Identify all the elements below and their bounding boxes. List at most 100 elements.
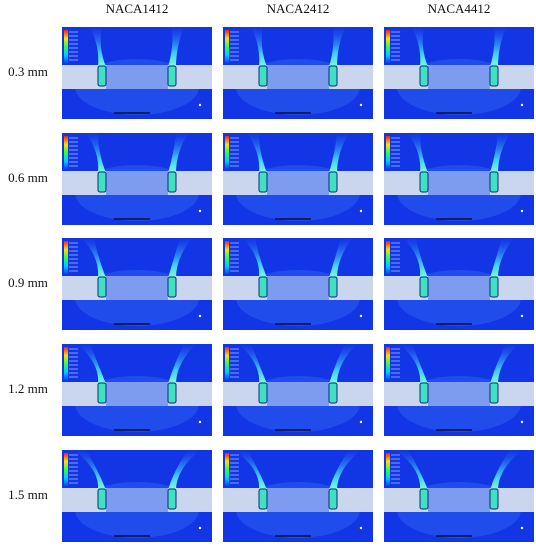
color-bar — [225, 241, 229, 275]
axis-marker — [198, 420, 202, 424]
jet — [408, 133, 428, 173]
jet — [78, 344, 106, 384]
contour-image — [384, 238, 534, 330]
contour-image — [223, 238, 373, 330]
axis-marker — [520, 209, 524, 213]
inner — [428, 276, 490, 300]
color-bar — [225, 453, 229, 487]
jet — [247, 133, 267, 173]
color-bar — [386, 241, 390, 275]
jet — [82, 238, 106, 278]
inner — [106, 276, 168, 300]
row-label: 0.6 mm — [8, 170, 48, 185]
inner — [106, 171, 168, 195]
jet — [329, 344, 357, 384]
axis-marker — [359, 209, 363, 213]
jet — [400, 344, 428, 384]
nozzle — [419, 171, 429, 193]
nozzle — [258, 488, 268, 510]
axis-marker — [520, 103, 524, 107]
jet — [329, 238, 353, 278]
nozzle — [489, 488, 499, 510]
contour-image — [223, 450, 373, 542]
jet — [490, 133, 510, 173]
color-bar — [386, 136, 390, 170]
row-label: 1.5 mm — [8, 487, 48, 502]
jet — [404, 238, 428, 278]
contour-image — [384, 344, 534, 436]
nozzle — [97, 382, 107, 404]
contour-image — [384, 133, 534, 225]
axis-marker — [359, 420, 363, 424]
axis-marker — [359, 103, 363, 107]
nozzle — [419, 488, 429, 510]
color-bar — [386, 347, 390, 381]
column-header: NACA2412 — [266, 1, 330, 16]
nozzle — [419, 382, 429, 404]
jet — [86, 133, 106, 173]
axis-marker — [359, 526, 363, 530]
axis-marker — [198, 314, 202, 318]
jet — [490, 344, 518, 384]
jet — [490, 27, 506, 67]
color-bar — [225, 136, 229, 170]
nozzle — [167, 382, 177, 404]
color-bar — [386, 453, 390, 487]
nozzle — [419, 276, 429, 298]
jet — [329, 450, 361, 490]
contour-image — [384, 450, 534, 542]
jet — [243, 238, 267, 278]
nozzle — [328, 276, 338, 298]
contour-image — [223, 133, 373, 225]
contour-image — [62, 133, 212, 225]
inner — [428, 65, 490, 89]
nozzle — [328, 488, 338, 510]
jet — [490, 238, 514, 278]
nozzle — [489, 171, 499, 193]
jet — [168, 450, 200, 490]
contour-image — [62, 344, 212, 436]
inner — [428, 171, 490, 195]
column-header: NACA4412 — [427, 1, 491, 16]
color-bar — [64, 30, 68, 64]
nozzle — [489, 382, 499, 404]
inner — [428, 488, 490, 512]
inner — [106, 488, 168, 512]
jet — [74, 450, 106, 490]
nozzle — [97, 488, 107, 510]
jet — [168, 238, 192, 278]
row-label: 0.3 mm — [8, 64, 48, 79]
inner — [267, 382, 329, 406]
inner — [267, 171, 329, 195]
jet — [168, 133, 188, 173]
color-bar — [225, 347, 229, 381]
jet — [168, 27, 184, 67]
contour-image — [62, 27, 212, 119]
contour-image — [223, 27, 373, 119]
nozzle — [419, 65, 429, 87]
nozzle — [167, 65, 177, 87]
axis-marker — [198, 103, 202, 107]
jet — [168, 344, 196, 384]
jet — [329, 133, 349, 173]
jet — [329, 27, 345, 67]
nozzle — [489, 65, 499, 87]
jet — [490, 450, 522, 490]
axis-marker — [198, 526, 202, 530]
jet — [235, 450, 267, 490]
nozzle — [167, 276, 177, 298]
axis-marker — [520, 526, 524, 530]
nozzle — [258, 382, 268, 404]
row-label: 0.9 mm — [8, 275, 48, 290]
inner — [428, 382, 490, 406]
nozzle — [258, 65, 268, 87]
contour-image — [223, 344, 373, 436]
color-bar — [64, 136, 68, 170]
column-header: NACA1412 — [105, 1, 169, 16]
nozzle — [258, 276, 268, 298]
contour-image — [384, 27, 534, 119]
nozzle — [328, 65, 338, 87]
contour-image — [62, 238, 212, 330]
jet — [251, 27, 267, 67]
